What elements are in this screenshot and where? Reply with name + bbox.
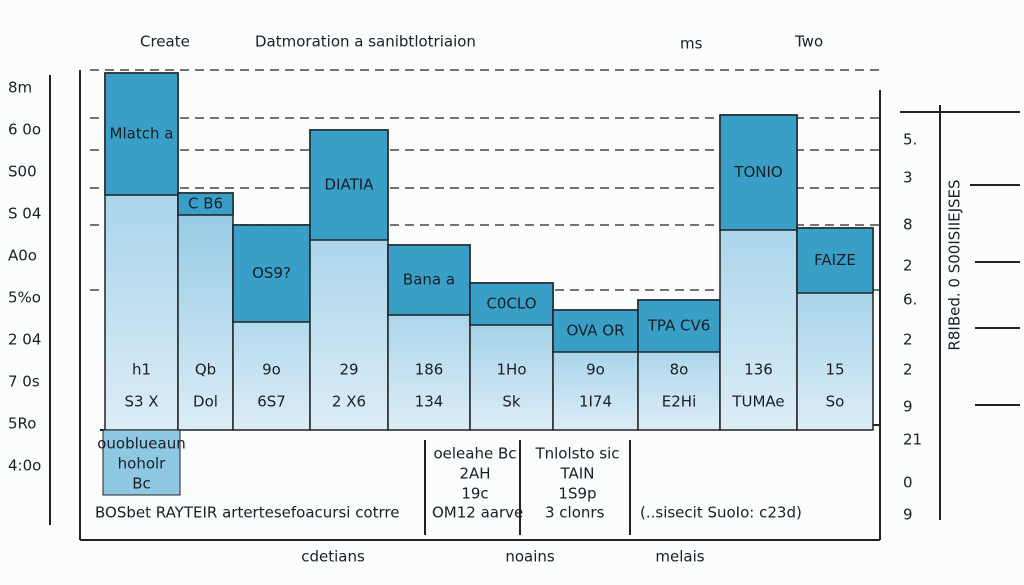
footer-text: (..sisecit SuoIo: c23d)	[640, 504, 802, 522]
bottom-label: melais	[655, 548, 704, 566]
bar-light	[177, 192, 234, 431]
bar-label: C B6	[188, 195, 223, 213]
bar-bottom: 1I74	[579, 393, 612, 411]
bar-label: TPA CV6	[647, 317, 711, 335]
right-label: 5.	[903, 131, 917, 149]
guides	[49, 69, 1020, 541]
footer-text: BOSbet RAYTEIR artertesefoacursi cotrre	[95, 504, 399, 522]
bar-dark	[309, 129, 389, 241]
bar-dark	[796, 227, 874, 294]
bar-mid: 15	[825, 361, 844, 379]
bar-bottom: TUMAe	[731, 393, 784, 411]
note-line: Bc	[132, 475, 151, 493]
bar-mid: 1Ho	[497, 361, 527, 379]
bar-bottom: Dol	[193, 393, 218, 411]
right-label: 2	[903, 361, 913, 379]
bar-dark	[637, 299, 721, 353]
bar-dark	[719, 114, 798, 231]
bar-mid: 9o	[586, 361, 605, 379]
bar-label: TONIO	[733, 163, 782, 181]
bar-mid: 29	[339, 361, 358, 379]
bar-mid: 8o	[670, 361, 689, 379]
note-line: oeleahe Bc	[433, 445, 516, 463]
left-label: 2 04	[8, 331, 41, 349]
bar-mid: h1	[132, 361, 151, 379]
vertical-text: R8IBed. 0 S00ISIIEJSES	[946, 179, 964, 350]
bar-bottom: So	[826, 393, 845, 411]
note-line: 19c	[461, 485, 488, 503]
note-line: 1S9p	[558, 485, 596, 503]
bottom-label: noains	[505, 548, 555, 566]
bar-mid: 9o	[262, 361, 281, 379]
bar-mid: Qb	[195, 361, 216, 379]
bar-dark	[177, 192, 234, 216]
note-line: TAIN	[560, 465, 595, 483]
note-line: Tnlolsto sic	[534, 445, 619, 463]
right-label: 21	[903, 431, 922, 449]
bar-label: DIATIA	[325, 176, 375, 194]
left-label: S 04	[8, 205, 41, 223]
bar-bottom: 6S7	[257, 393, 286, 411]
footer-text: OM12 aarve	[432, 504, 523, 522]
footer-text: 3 clonrs	[545, 504, 605, 522]
left-label: 5Ro	[8, 415, 36, 433]
left-label: 4:0o	[8, 457, 41, 475]
left-label: 8m	[8, 79, 32, 97]
title-right: Two	[794, 33, 823, 51]
bar-label: Bana a	[403, 271, 455, 289]
left-label: A0o	[8, 247, 37, 265]
bar-mid: 186	[415, 361, 444, 379]
bar-dark	[469, 282, 554, 326]
bar-label: OS9?	[252, 264, 291, 282]
left-label: 5%o	[8, 289, 41, 307]
right-label: 6.	[903, 291, 917, 309]
bar-dark	[104, 72, 179, 196]
bar-bottom: E2Hi	[662, 393, 696, 411]
bar-label: FAIZE	[814, 251, 856, 269]
note-box	[102, 429, 181, 496]
bar-bottom: 134	[415, 393, 444, 411]
bar-label: Mlatch a	[110, 125, 174, 143]
bar-bottom: 2 X6	[332, 393, 366, 411]
right-label: 2	[903, 257, 913, 275]
title: Datmoration a sanibtlotriaion	[255, 33, 476, 51]
bar-dark	[232, 224, 311, 323]
note-line: hoholr	[118, 455, 167, 473]
bar-mid: 136	[744, 361, 773, 379]
bar-bottom: Sk	[502, 393, 521, 411]
right-label: 3	[903, 169, 913, 187]
bar-bottom: S3 X	[124, 393, 158, 411]
note-line: ouoblueaun	[97, 435, 186, 453]
bottom-label: cdetians	[301, 548, 365, 566]
bar-label: C0CLO	[486, 295, 536, 313]
right-label: 9	[903, 398, 913, 416]
right-label: 0	[903, 474, 913, 492]
note-line: 2AH	[459, 465, 490, 483]
left-label: S00	[8, 163, 37, 181]
title-ms: ms	[680, 35, 703, 53]
right-label: 2	[903, 331, 913, 349]
left-label: 7 0s	[8, 373, 40, 391]
bar-label: OVA OR	[566, 322, 624, 340]
right-label: 8	[903, 216, 913, 234]
bar-dark	[387, 244, 471, 316]
left-label: 6 0o	[8, 121, 41, 139]
title-left: Create	[140, 33, 190, 51]
right-label: 9	[903, 506, 913, 524]
